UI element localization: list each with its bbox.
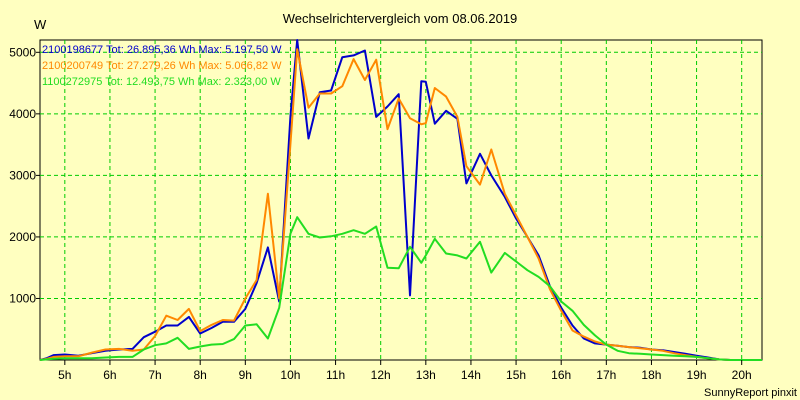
- x-tick-label: 13h: [416, 368, 436, 382]
- x-tick-label: 15h: [506, 368, 526, 382]
- x-tick-label: 8h: [194, 368, 207, 382]
- x-tick-label: 11h: [326, 368, 345, 382]
- plot-area: [39, 39, 763, 361]
- legend: 2100198677 Tot: 26.895,36 Wh Max: 5.197,…: [42, 44, 282, 88]
- y-tick-label: 4000: [9, 107, 36, 121]
- series-line-2: [39, 48, 762, 361]
- x-tick-label: 10h: [280, 368, 300, 382]
- footer-credit: SunnyReport pinxit: [704, 387, 797, 399]
- x-tick-label: 14h: [461, 368, 481, 382]
- x-tick-label: 6h: [103, 368, 116, 382]
- x-tick-label: 18h: [641, 368, 661, 382]
- y-tick-label: 1000: [9, 291, 36, 305]
- x-tick-label: 17h: [596, 368, 616, 382]
- legend-entry: 2100200749 Tot: 27.279,26 Wh Max: 5.066,…: [42, 60, 282, 72]
- legend-entry: 2100198677 Tot: 26.895,36 Wh Max: 5.197,…: [42, 44, 282, 56]
- series-lines: [39, 39, 762, 361]
- x-tick-label: 5h: [58, 368, 71, 382]
- x-axis-ticks: 5h 6h 7h 8h 9h 10h 11h 12h 13h 14h 15h 16h 17h 18h 19h…: [58, 360, 752, 382]
- grid-lines: [40, 40, 762, 360]
- y-axis-unit: W: [34, 17, 47, 32]
- x-tick-label: 12h: [371, 368, 391, 382]
- x-tick-label: 7h: [148, 368, 161, 382]
- x-tick-label: 20h: [732, 368, 752, 382]
- y-axis-ticks: 1000 2000 3000 4000 5000: [9, 45, 40, 305]
- y-tick-label: 2000: [9, 230, 36, 244]
- legend-entry: 1100272975 Tot: 12.493,75 Wh Max: 2.323,…: [42, 76, 281, 88]
- x-tick-label: 19h: [687, 368, 707, 382]
- series-line-3: [39, 216, 762, 361]
- x-tick-label: 16h: [551, 368, 571, 382]
- y-tick-label: 3000: [9, 168, 36, 182]
- y-tick-label: 5000: [9, 45, 36, 59]
- x-tick-label: 9h: [239, 368, 252, 382]
- chart-title: Wechselrichtervergleich vom 08.06.2019: [283, 11, 518, 26]
